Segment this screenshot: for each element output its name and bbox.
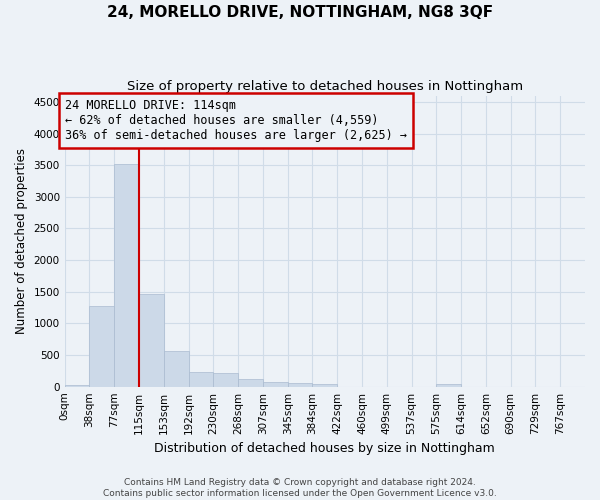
- Bar: [164, 350, 188, 386]
- Bar: [139, 294, 164, 386]
- Title: Size of property relative to detached houses in Nottingham: Size of property relative to detached ho…: [127, 80, 523, 93]
- Bar: [313, 384, 337, 386]
- Bar: [214, 374, 238, 386]
- Bar: [238, 380, 263, 386]
- Bar: [188, 372, 214, 386]
- X-axis label: Distribution of detached houses by size in Nottingham: Distribution of detached houses by size …: [154, 442, 495, 455]
- Text: 24 MORELLO DRIVE: 114sqm
← 62% of detached houses are smaller (4,559)
36% of sem: 24 MORELLO DRIVE: 114sqm ← 62% of detach…: [65, 100, 407, 142]
- Y-axis label: Number of detached properties: Number of detached properties: [15, 148, 28, 334]
- Bar: [436, 384, 461, 386]
- Bar: [114, 164, 139, 386]
- Bar: [263, 382, 287, 386]
- Text: Contains HM Land Registry data © Crown copyright and database right 2024.
Contai: Contains HM Land Registry data © Crown c…: [103, 478, 497, 498]
- Bar: [89, 306, 114, 386]
- Text: 24, MORELLO DRIVE, NOTTINGHAM, NG8 3QF: 24, MORELLO DRIVE, NOTTINGHAM, NG8 3QF: [107, 5, 493, 20]
- Bar: [287, 383, 313, 386]
- Bar: [65, 385, 89, 386]
